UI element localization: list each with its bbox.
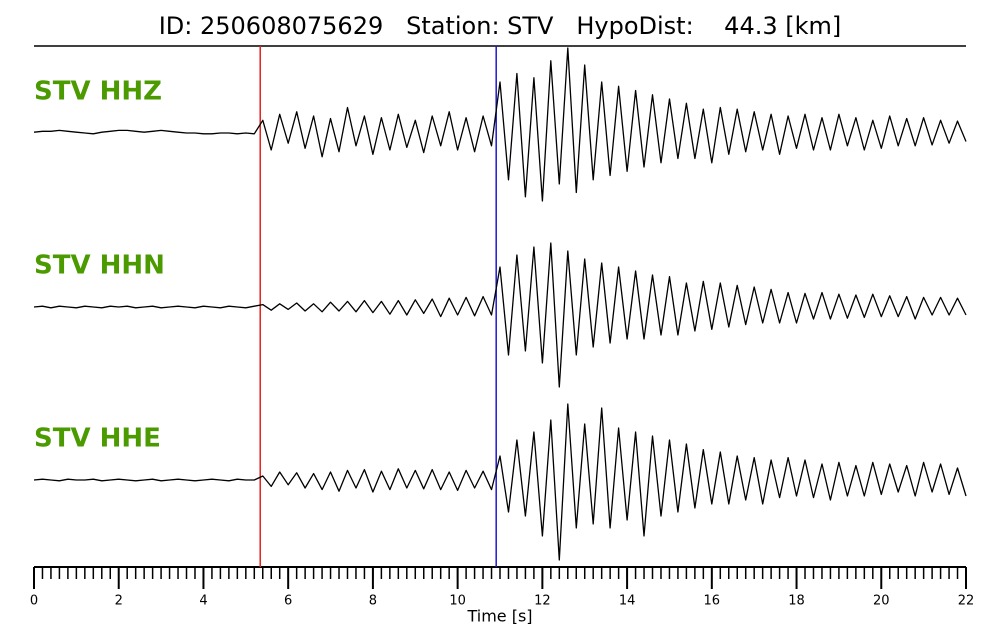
x-tick-label: 2 [115, 594, 123, 609]
x-tick-label: 4 [199, 594, 207, 609]
waveform [33, 403, 967, 561]
x-tick-label: 0 [30, 594, 38, 609]
channel-label: STV HHZ [34, 77, 162, 107]
x-tick-label: 14 [619, 594, 636, 609]
x-axis-label: Time [s] [466, 607, 532, 626]
x-tick-label: 20 [873, 594, 890, 609]
channel-label: STV HHE [34, 424, 161, 454]
x-tick-label: 10 [449, 594, 466, 609]
channel-label: STV HHN [34, 251, 165, 281]
x-tick-label: 6 [284, 594, 292, 609]
x-tick-label: 12 [534, 594, 551, 609]
x-tick-label: 8 [369, 594, 377, 609]
x-tick-label: 22 [958, 594, 975, 609]
x-tick-label: 18 [788, 594, 805, 609]
waveform [33, 242, 967, 388]
chart-title: ID: 250608075629 Station: STV HypoDist: … [159, 12, 842, 40]
waveform [33, 47, 967, 202]
x-tick-label: 16 [704, 594, 721, 609]
